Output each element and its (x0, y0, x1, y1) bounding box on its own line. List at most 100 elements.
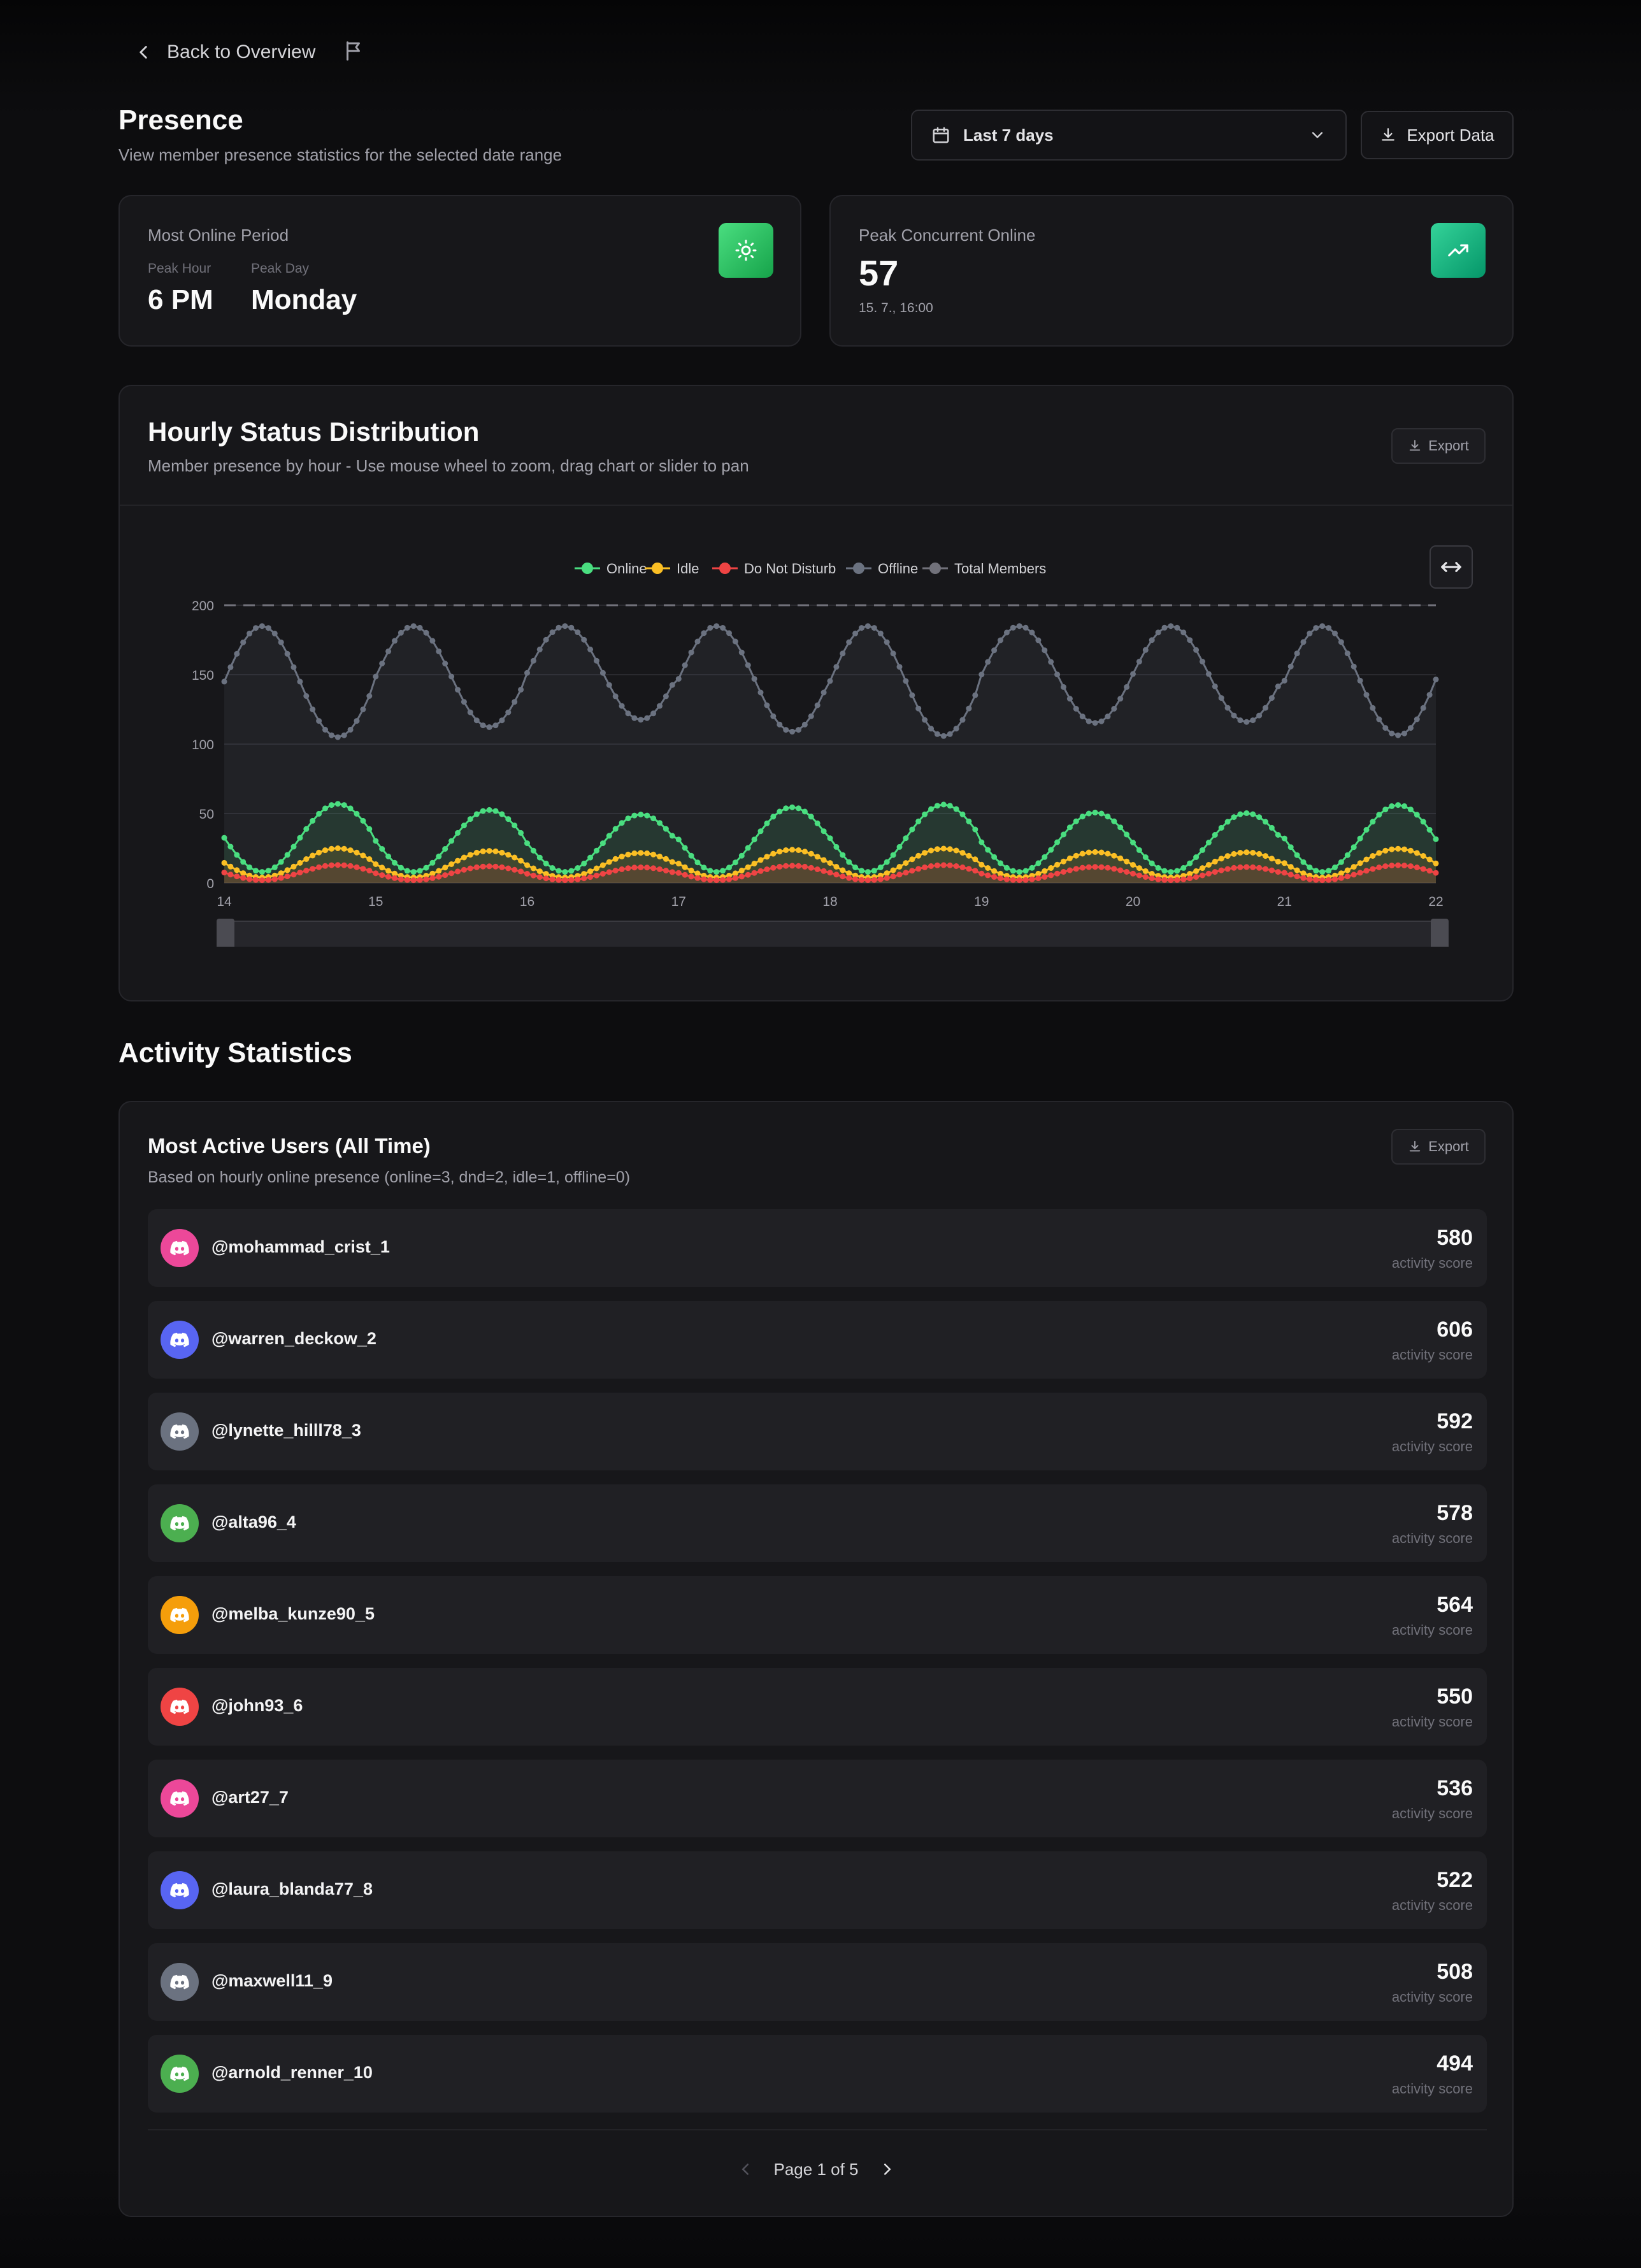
data-point (890, 852, 896, 858)
data-point (480, 863, 486, 870)
data-point (934, 803, 940, 809)
username: @warren_deckow_2 (211, 1329, 376, 1348)
hourly-status-chart[interactable]: 0 50 100 150 200 14 15 16 17 18 19 20 21 22 Online Idle… (120, 539, 1512, 947)
data-point (1376, 716, 1382, 722)
data-point (1010, 877, 1016, 883)
data-point (322, 863, 328, 869)
most-online-period-card: Most Online Period Peak Hour 6 PM Peak D… (118, 195, 801, 347)
data-point (518, 829, 524, 836)
data-point (820, 857, 827, 863)
page-subtitle: View member presence statistics for the … (118, 145, 563, 164)
data-point (694, 870, 701, 877)
data-point (284, 852, 290, 858)
data-point (1370, 705, 1376, 711)
data-point (1250, 864, 1256, 870)
data-point (688, 873, 694, 880)
user-row[interactable]: @warren_deckow_2 606 activity score (148, 1301, 1487, 1379)
data-point (1332, 865, 1338, 870)
data-point (265, 877, 271, 883)
data-point (1105, 714, 1111, 720)
data-point (928, 847, 934, 854)
data-point (341, 732, 347, 738)
data-point (594, 865, 599, 872)
chart-title: Hourly Status Distribution (148, 417, 480, 447)
zoom-slider-handle-right[interactable] (1431, 919, 1449, 947)
data-point (1401, 846, 1407, 852)
data-point (1319, 623, 1326, 629)
user-row[interactable]: @maxwell11_9 508 activity score (148, 1943, 1487, 2021)
data-point (966, 852, 972, 859)
chevron-left-icon (140, 46, 147, 59)
prev-page-button[interactable] (736, 2160, 755, 2179)
data-point (334, 801, 341, 807)
data-point (1180, 629, 1187, 636)
export-data-button[interactable]: Export Data (1361, 111, 1514, 159)
data-point (896, 872, 903, 878)
series-area-offline (224, 626, 1436, 883)
data-point (341, 802, 347, 808)
data-point (657, 820, 663, 826)
data-point (1218, 867, 1224, 873)
user-row[interactable]: @art27_7 536 activity score (148, 1760, 1487, 1837)
user-row[interactable]: @lynette_hilll78_3 592 activity score (148, 1393, 1487, 1470)
data-point (480, 848, 486, 854)
data-point (505, 816, 512, 822)
data-point (922, 850, 928, 856)
back-to-overview-link[interactable]: Back to Overview (133, 38, 315, 66)
activity-score: 536 (1437, 1776, 1473, 1800)
data-point (827, 835, 833, 842)
chart-export-button[interactable]: Export (1391, 428, 1486, 464)
data-point (1332, 630, 1338, 636)
data-point (903, 860, 909, 866)
user-row[interactable]: @arnold_renner_10 494 activity score (148, 2035, 1487, 2113)
data-point (840, 867, 846, 873)
data-point (796, 863, 801, 869)
data-point (227, 863, 234, 870)
legend-label: Total Members (954, 561, 1046, 577)
data-point (1142, 854, 1149, 860)
user-row[interactable]: @alta96_4 578 activity score (148, 1484, 1487, 1562)
zoom-slider-handle-left[interactable] (217, 919, 234, 947)
data-point (1212, 832, 1218, 838)
list-divider (148, 2129, 1487, 2130)
data-point (562, 869, 568, 875)
data-point (581, 875, 587, 882)
activity-score-label: activity score (1391, 1347, 1473, 1363)
data-point (1086, 849, 1092, 856)
data-point (1117, 696, 1124, 702)
activity-score: 580 (1437, 1226, 1473, 1250)
user-row[interactable]: @laura_blanda77_8 522 activity score (148, 1851, 1487, 1929)
data-point (1407, 725, 1414, 731)
data-point (1136, 659, 1142, 664)
data-point (1180, 865, 1187, 871)
data-point (1281, 870, 1287, 876)
date-range-select[interactable]: Last 7 days (911, 110, 1347, 161)
data-point (455, 868, 461, 875)
data-point (777, 721, 783, 728)
data-point (1218, 695, 1224, 701)
data-point (789, 847, 796, 853)
x-tick-label: 15 (368, 894, 383, 909)
chart-subtitle: Member presence by hour - Use mouse whee… (148, 456, 749, 475)
peak-day-value: Monday (251, 284, 357, 315)
data-point (1294, 867, 1300, 873)
data-point (429, 870, 436, 877)
data-point (1250, 717, 1256, 724)
data-point (625, 851, 631, 858)
user-row[interactable]: @mohammad_crist_1 580 activity score (148, 1209, 1487, 1287)
data-point (1111, 866, 1117, 872)
data-point (1263, 853, 1268, 859)
flag-icon[interactable] (343, 39, 366, 62)
zoom-reset-button[interactable] (1430, 545, 1473, 589)
data-point (1212, 869, 1218, 875)
zoom-slider-track[interactable] (217, 921, 1443, 947)
next-page-button[interactable] (878, 2160, 897, 2179)
data-point (682, 662, 688, 668)
data-point (512, 699, 518, 705)
user-row[interactable]: @melba_kunze90_5 564 activity score (148, 1576, 1487, 1654)
users-export-button[interactable]: Export (1391, 1129, 1486, 1165)
data-point (1389, 730, 1395, 736)
user-row[interactable]: @john93_6 550 activity score (148, 1668, 1487, 1746)
data-point (619, 820, 625, 826)
data-point (1010, 624, 1016, 631)
